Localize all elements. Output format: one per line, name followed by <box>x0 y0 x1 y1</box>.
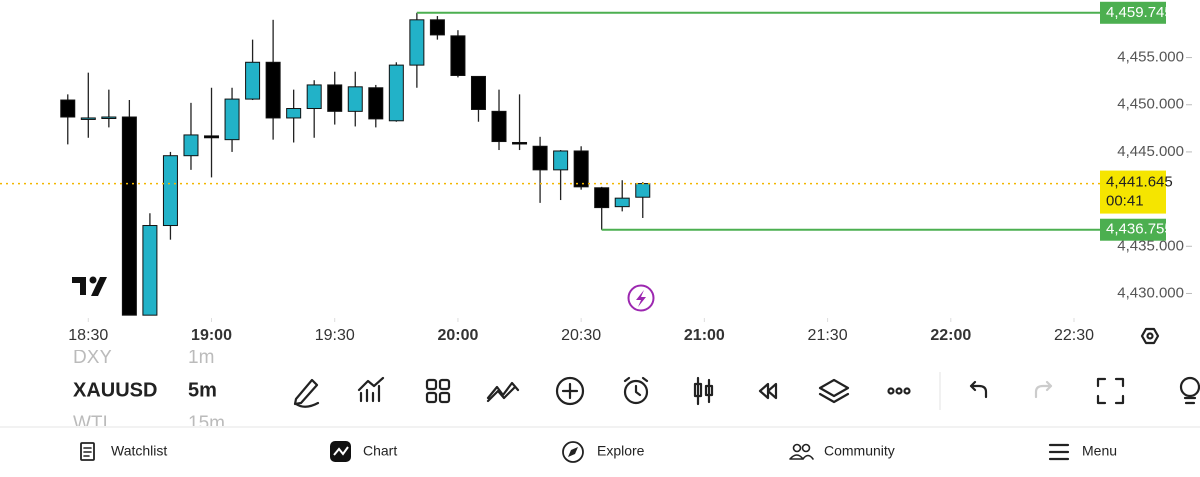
alert[interactable] <box>623 376 649 405</box>
y-tick-label: 4,435.000 <box>1117 237 1184 254</box>
candle-body <box>265 61 281 119</box>
price-label-box <box>1100 170 1166 214</box>
x-tick-label: 20:30 <box>561 327 601 344</box>
candle-body <box>204 135 220 139</box>
price-label: 4,459.745 <box>1106 4 1173 21</box>
compare[interactable] <box>486 381 520 403</box>
candle-body <box>142 225 158 316</box>
candle-body <box>512 141 528 145</box>
y-tick-label: 4,455.000 <box>1117 49 1184 66</box>
candle-body <box>614 197 630 208</box>
candle-body <box>162 155 178 227</box>
interval[interactable]: 15m <box>188 413 225 434</box>
y-tick-label: 4,450.000 <box>1117 96 1184 113</box>
symbol[interactable]: WTI <box>73 413 108 434</box>
lightning-icon[interactable] <box>627 284 655 312</box>
settings-icon[interactable] <box>1140 327 1160 345</box>
y-tick-label: 4,445.000 <box>1117 143 1184 160</box>
replay[interactable] <box>758 382 778 400</box>
candle-body <box>450 35 466 76</box>
candle-body <box>101 116 117 120</box>
candle-body <box>245 61 261 100</box>
price-label-box <box>1100 1 1166 24</box>
candle-body <box>429 19 445 36</box>
candle-body <box>80 117 96 120</box>
price-label: 4,441.645 <box>1106 174 1173 191</box>
price-label-box <box>1100 218 1166 241</box>
nav-label[interactable]: Chart <box>363 443 397 459</box>
nav-menu[interactable]: Menu <box>1048 443 1117 461</box>
x-tick-label: 21:30 <box>808 327 848 344</box>
y-tick-label: 4,430.000 <box>1117 284 1184 301</box>
nav-explore[interactable]: Explore <box>562 441 645 463</box>
symbol[interactable]: XAUUSD <box>73 379 157 401</box>
candle-body <box>286 108 302 119</box>
axes: 4,430.000 4,435.000 4,445.000 4,450.000 4,45… <box>0 1 1192 344</box>
x-tick-label: 22:30 <box>1054 327 1094 344</box>
candle-body <box>306 84 322 110</box>
bottom-nav: Watchlist Chart Explore Community Menu <box>80 441 1117 463</box>
candle-body <box>491 110 507 143</box>
countdown: 00:41 <box>1106 193 1144 210</box>
nav-label[interactable]: Menu <box>1082 443 1117 459</box>
fullscreen[interactable] <box>1096 377 1125 405</box>
candle-body <box>594 187 610 209</box>
candle-body <box>470 75 486 110</box>
x-tick-label: 18:30 <box>68 327 108 344</box>
more[interactable] <box>887 387 911 395</box>
nav-label[interactable]: Explore <box>597 443 645 459</box>
nav-watchlist[interactable]: Watchlist <box>80 442 167 461</box>
nav-label[interactable]: Watchlist <box>111 443 167 459</box>
draw-tool[interactable] <box>293 378 320 408</box>
x-tick-label: 22:00 <box>930 327 971 344</box>
symbol-list: DXY 1m XAUUSD 5m WTI 15m <box>73 347 225 434</box>
interval[interactable]: 5m <box>188 379 217 401</box>
indicators[interactable] <box>357 376 385 403</box>
interval[interactable]: 1m <box>188 347 214 368</box>
plot-area <box>60 12 651 316</box>
candle-body <box>224 98 240 141</box>
x-tick-label: 21:00 <box>684 327 725 344</box>
x-tick-label: 19:00 <box>191 327 232 344</box>
x-tick-label: 19:30 <box>315 327 355 344</box>
nav-community[interactable]: Community <box>789 443 895 460</box>
logo <box>72 276 107 296</box>
redo[interactable] <box>1034 380 1053 399</box>
nav-label[interactable]: Community <box>824 443 895 459</box>
candle-body <box>347 86 363 112</box>
candle-body <box>553 150 569 171</box>
candle-body <box>532 145 548 171</box>
ideas[interactable] <box>1179 376 1200 405</box>
candle-body <box>368 87 384 120</box>
candle-body <box>409 19 425 66</box>
add[interactable] <box>555 376 585 406</box>
layouts[interactable] <box>425 378 451 404</box>
candle-body <box>60 99 76 118</box>
undo[interactable] <box>969 380 988 399</box>
chart-type[interactable] <box>693 376 714 406</box>
nav-chart[interactable]: Chart <box>330 441 397 462</box>
toolbar <box>293 372 1200 410</box>
symbol[interactable]: DXY <box>73 347 112 368</box>
candle-body <box>121 116 137 316</box>
candle-body <box>183 134 199 157</box>
price-label: 4,436.755 <box>1106 221 1173 238</box>
candle-body <box>635 183 651 198</box>
candle-body <box>573 150 589 188</box>
candle-body <box>327 84 343 112</box>
x-tick-label: 20:00 <box>437 327 478 344</box>
layers[interactable] <box>818 378 850 404</box>
candle-body <box>388 64 404 122</box>
